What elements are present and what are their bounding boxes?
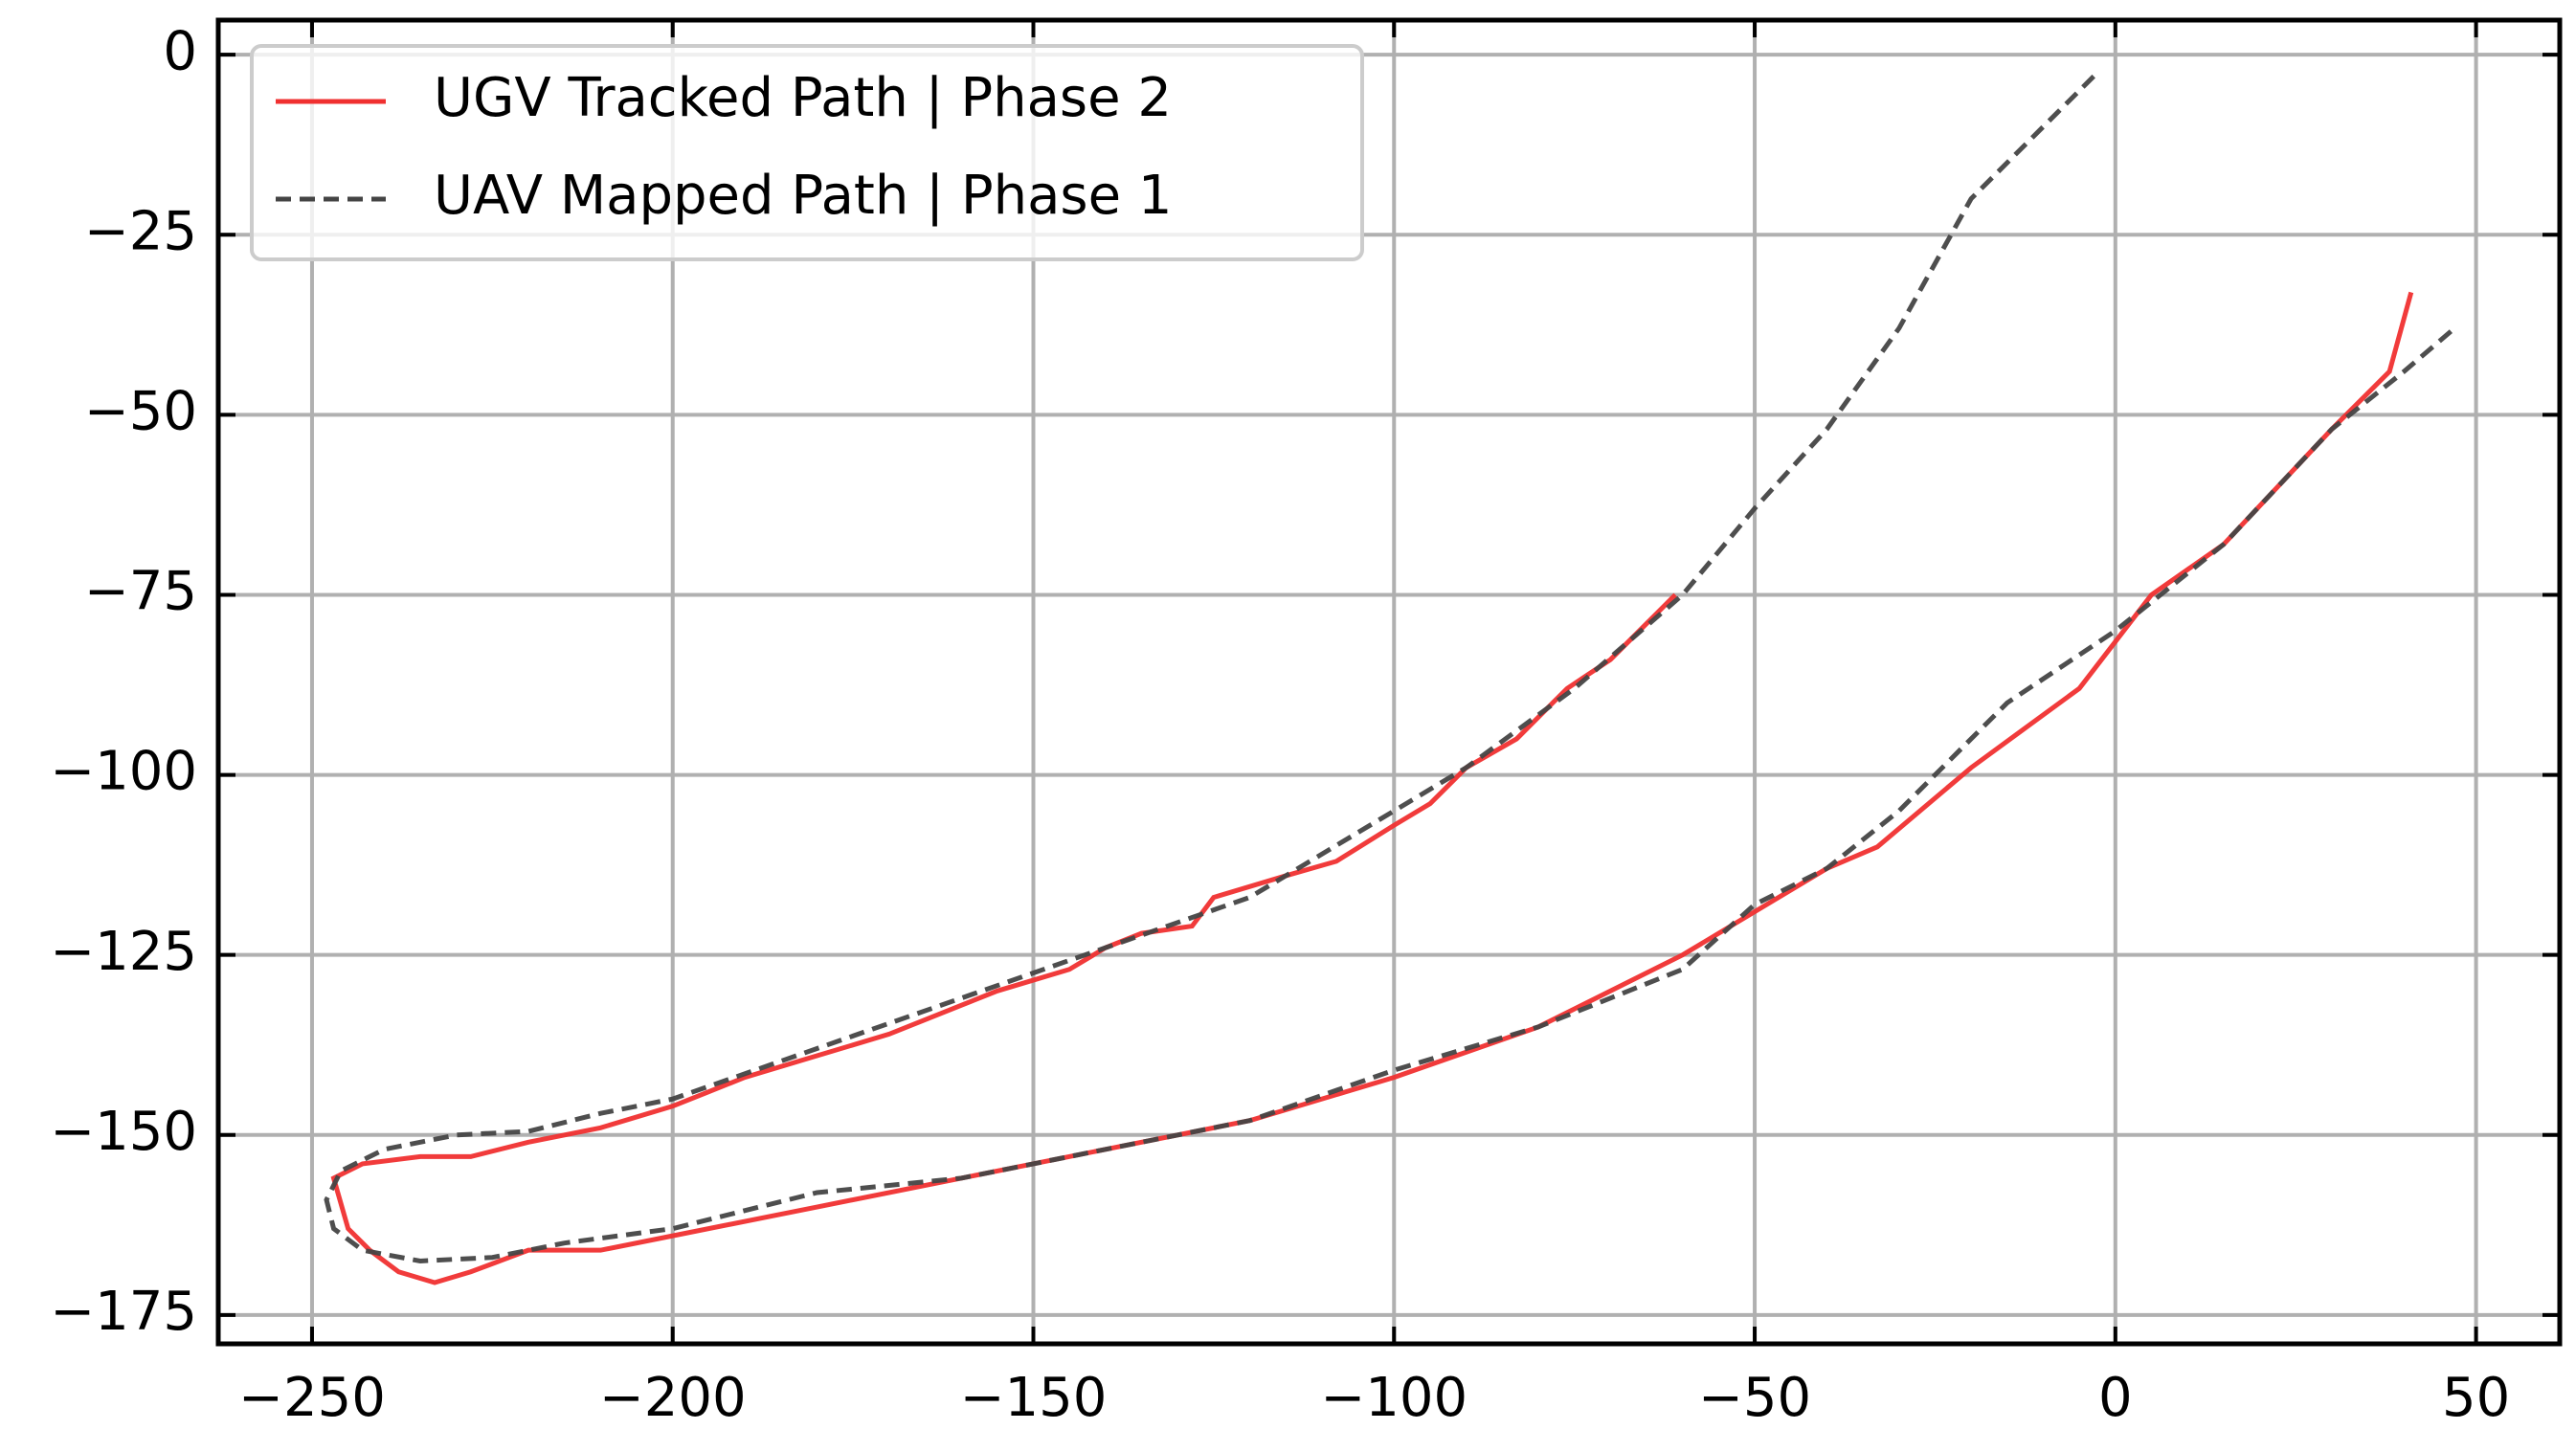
- y-tick-label: −125: [50, 921, 197, 983]
- legend-label: UAV Mapped Path | Phase 1: [434, 165, 1172, 227]
- x-tick-label: 0: [2098, 1367, 2133, 1429]
- legend: UGV Tracked Path | Phase 2 UAV Mapped Pat…: [250, 44, 1364, 261]
- series-line: [330, 291, 2414, 1285]
- series-line: [324, 74, 2456, 1263]
- y-tick-label: −75: [84, 561, 197, 623]
- plot-frame: [215, 17, 2563, 1347]
- x-tick-label: −150: [960, 1367, 1108, 1429]
- x-tick-label: −50: [1698, 1367, 1811, 1429]
- y-tick-label: −50: [84, 380, 197, 442]
- x-tick-label: 50: [2442, 1367, 2510, 1429]
- x-tick-label: −250: [238, 1367, 386, 1429]
- x-tick-label: −100: [1320, 1367, 1467, 1429]
- y-tick-label: −25: [84, 200, 197, 262]
- legend-label: UGV Tracked Path | Phase 2: [434, 67, 1172, 129]
- x-tick-label: −200: [599, 1367, 747, 1429]
- y-tick-label: 0: [163, 20, 197, 82]
- legend-box: [250, 44, 1364, 261]
- grid: [218, 20, 2560, 1344]
- y-tick-label: −175: [50, 1281, 197, 1343]
- y-tick-label: −150: [50, 1101, 197, 1163]
- y-tick-label: −100: [50, 741, 197, 803]
